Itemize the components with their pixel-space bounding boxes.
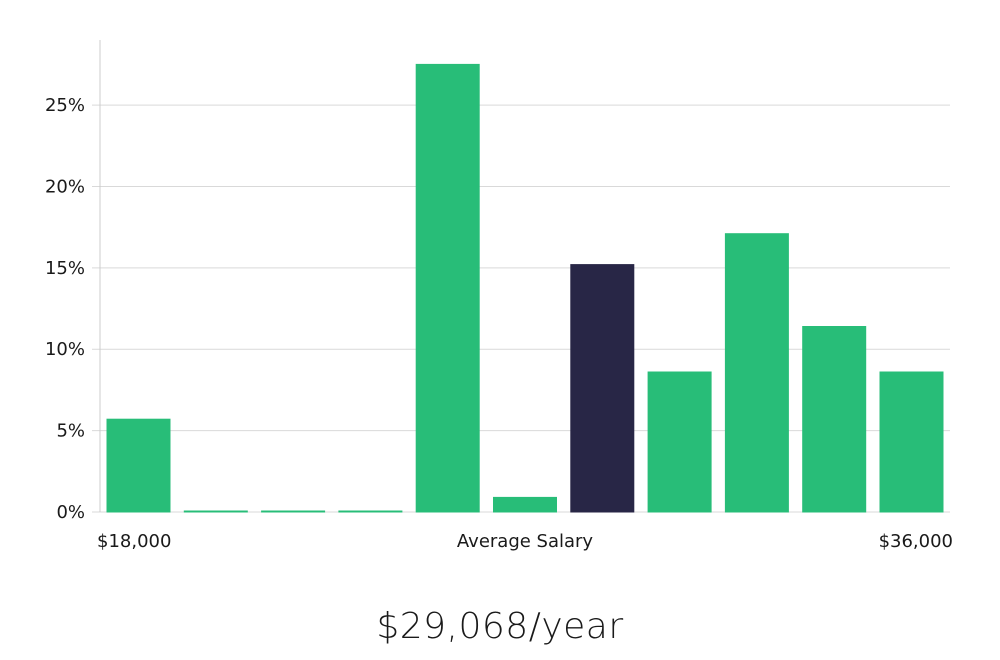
bar-highlighted: [570, 264, 635, 513]
bar: [724, 233, 789, 513]
bars: [106, 63, 944, 513]
x-axis-title: Average Salary: [457, 531, 594, 552]
bar: [493, 496, 557, 513]
bar: [106, 418, 171, 513]
y-tick-label: 0%: [56, 502, 85, 523]
average-salary-value: $29,068/year: [376, 606, 624, 647]
bar: [338, 510, 403, 513]
salary-histogram: 0%5%10%15%20%25% $18,000 Average Salary …: [45, 40, 953, 552]
y-tick-label: 15%: [45, 258, 85, 279]
y-tick-label: 5%: [56, 421, 85, 442]
y-axis-ticks: 0% 5% 10% 15% 20% 25%: [45, 95, 85, 523]
bar: [261, 510, 326, 513]
bar: [415, 63, 480, 513]
y-tick-label: 20%: [45, 176, 85, 197]
x-axis-min-label: $18,000: [97, 531, 171, 552]
bar: [802, 326, 867, 513]
x-axis-max-label: $36,000: [879, 531, 953, 552]
y-tick-label: 10%: [45, 339, 85, 360]
bar: [647, 371, 712, 513]
bar: [183, 510, 248, 513]
y-tick-label: 25%: [45, 95, 85, 116]
bar: [879, 371, 944, 513]
